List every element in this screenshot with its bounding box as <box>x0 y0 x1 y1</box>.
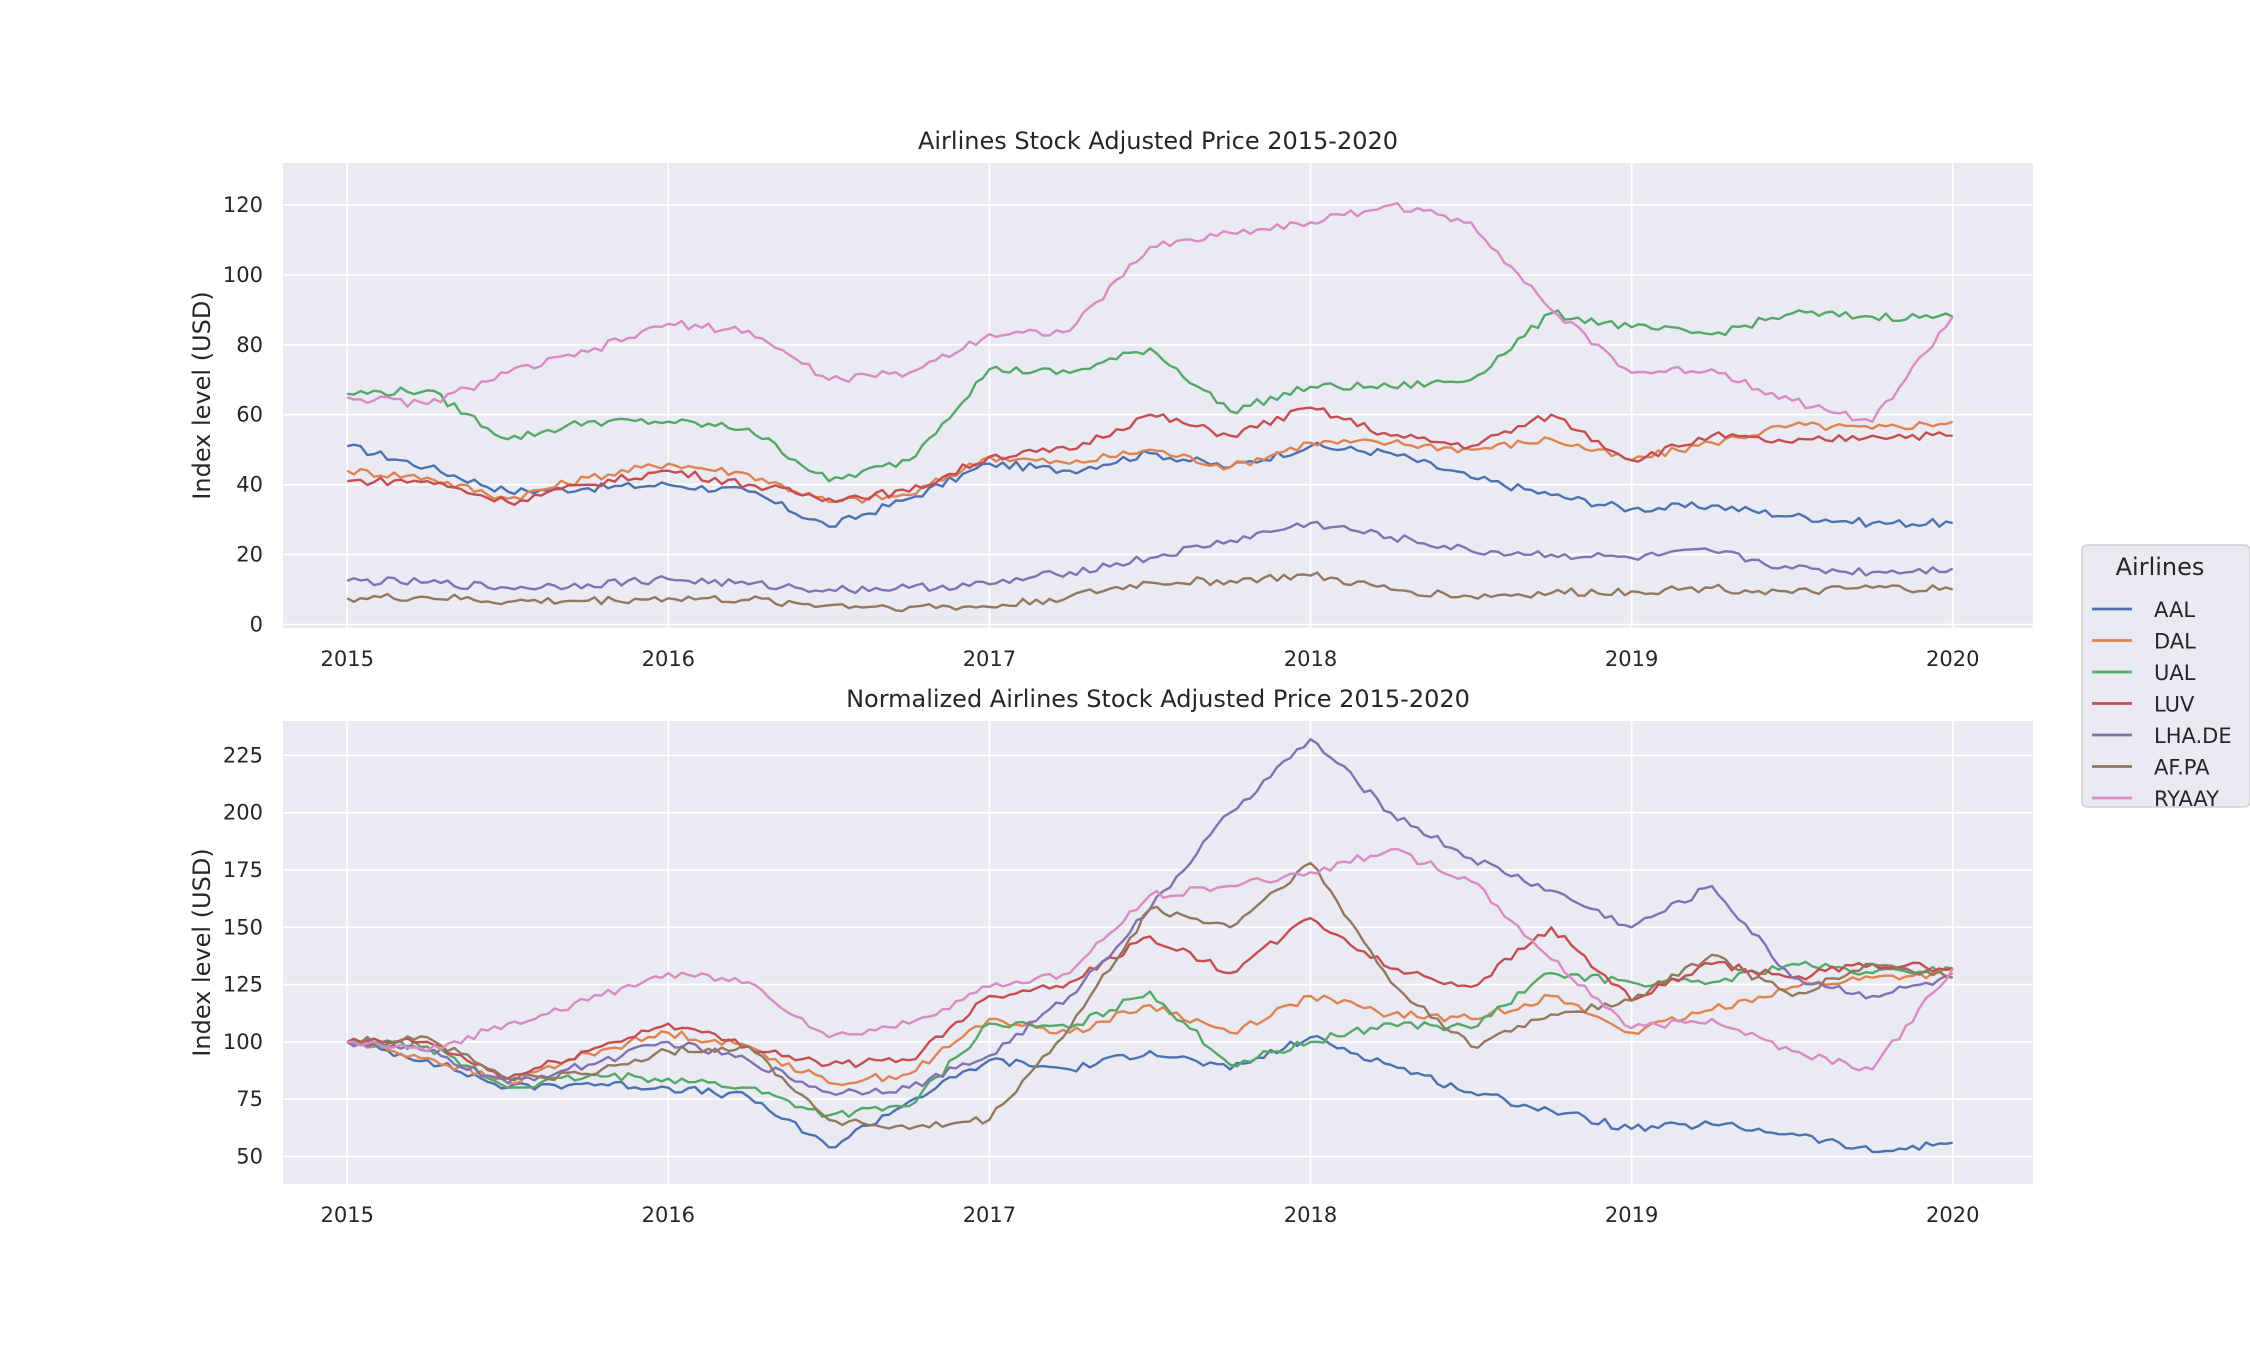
series-line-dal <box>346 420 1954 504</box>
x-tick-label: 2015 <box>320 647 373 671</box>
legend-label: UAL <box>2154 661 2196 685</box>
x-tick-label: 2019 <box>1605 1203 1658 1227</box>
y-tick-label: 40 <box>236 473 263 497</box>
x-tick-label: 2020 <box>1926 647 1979 671</box>
y-tick-label: 75 <box>236 1087 263 1111</box>
y-tick-label: 0 <box>250 613 263 637</box>
y-tick-label: 80 <box>236 333 263 357</box>
legend-label: LUV <box>2154 693 2195 717</box>
y-axis-label: Index level (USD) <box>188 848 216 1056</box>
legend: Airlines AAL DAL UAL LUV LHA.DE AF.PA RYAAY <box>2081 544 2250 811</box>
y-tick-label: 120 <box>223 193 263 217</box>
series-line-luv <box>347 406 1953 506</box>
y-tick-label: 225 <box>223 743 263 767</box>
x-tick-label: 2019 <box>1605 647 1658 671</box>
x-tick-label: 2017 <box>963 647 1016 671</box>
plot-area <box>283 163 2033 628</box>
x-tick-label: 2020 <box>1926 1203 1979 1227</box>
series-line-af-pa <box>347 861 1953 1131</box>
series-line-lha-de <box>346 520 1954 595</box>
series-line-dal <box>346 969 1954 1087</box>
chart-title: Airlines Stock Adjusted Price 2015-2020 <box>918 127 1398 155</box>
x-tick-label: 2016 <box>642 1203 695 1227</box>
legend-box <box>2081 544 2250 808</box>
chart-title: Normalized Airlines Stock Adjusted Price… <box>846 685 1470 713</box>
legend-title: Airlines <box>2116 553 2205 581</box>
y-tick-label: 20 <box>236 543 263 567</box>
legend-label: LHA.DE <box>2154 724 2232 748</box>
y-tick-label: 200 <box>223 801 263 825</box>
y-tick-label: 175 <box>223 858 263 882</box>
series-line-luv <box>346 916 1953 1080</box>
plot-area <box>283 721 2033 1184</box>
y-tick-label: 100 <box>223 263 263 287</box>
y-tick-label: 50 <box>236 1144 263 1168</box>
y-axis-label: Index level (USD) <box>188 291 216 499</box>
x-tick-label: 2015 <box>320 1203 373 1227</box>
x-tick-label: 2016 <box>642 647 695 671</box>
legend-label: DAL <box>2154 630 2196 654</box>
series-line-ryaay <box>347 847 1954 1072</box>
x-tick-label: 2017 <box>963 1203 1016 1227</box>
series-line-ryaay <box>346 201 1954 423</box>
series-line-aal <box>346 441 1953 528</box>
x-tick-label: 2018 <box>1284 647 1337 671</box>
y-tick-label: 150 <box>223 915 263 939</box>
legend-label: AAL <box>2154 598 2195 622</box>
y-tick-label: 100 <box>223 1030 263 1054</box>
series-line-af-pa <box>346 571 1954 613</box>
legend-label: RYAAY <box>2154 787 2219 811</box>
x-tick-label: 2018 <box>1284 1203 1337 1227</box>
y-tick-label: 125 <box>223 973 263 997</box>
bottom-chart-panel: 2015 2016 2017 2018 2019 2020 50 75 100 125 150 175… <box>188 685 2033 1227</box>
legend-label: AF.PA <box>2154 756 2210 780</box>
y-tick-label: 60 <box>236 403 263 427</box>
series-line-ual <box>347 309 1954 483</box>
series-line-ual <box>347 960 1953 1118</box>
series-line-aal <box>346 1034 1953 1154</box>
top-chart-panel: 2015 2016 2017 2018 2019 2020 0 20 40 60 80 100 120 A… <box>188 127 2033 671</box>
